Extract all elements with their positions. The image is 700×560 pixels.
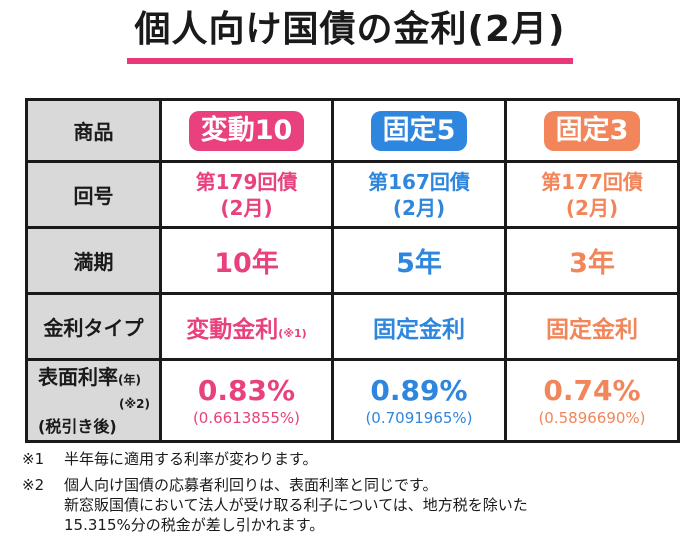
rate-cell-2: 0.89% (0.7091965%)	[331, 358, 507, 443]
footnote-mark-2: ※2	[22, 476, 45, 494]
issue-cell-1: 第179回債 (2月)	[159, 160, 334, 229]
rates-table: 商品 変動10 固定5 固定3 回号 第179回債 (2月) 第167回債 (2月)…	[25, 98, 680, 443]
rate-type-note-1: (※1)	[278, 326, 307, 340]
row-rate: 表面利率(年) (※2) (税引き後) 0.83% (0.6613855%) 0.…	[25, 358, 680, 443]
product-badge-fixed-3: 固定3	[543, 110, 641, 151]
product-badge-variable-10: 変動10	[188, 110, 305, 151]
issue-number-2: 第167回債	[368, 169, 470, 194]
label-maturity: 満期	[25, 226, 162, 295]
issue-cell-3: 第177回債 (2月)	[504, 160, 680, 229]
issue-month-2: (2月)	[392, 195, 446, 220]
product-cell-3: 固定3	[504, 98, 680, 163]
row-rate-type: 金利タイプ 変動金利(※1) 固定金利 固定金利	[25, 292, 680, 361]
footnote-2-line-3: 15.315%分の税金が差し引かれます。	[64, 516, 325, 534]
page-title: 個人向け国債の金利(2月)	[126, 6, 574, 64]
footnotes: ※1 半年毎に適用する利率が変わります。 ※2 個人向け国債の応募者利回りは、表…	[22, 449, 692, 535]
row-maturity: 満期 10年 5年 3年	[25, 226, 680, 295]
issue-number-1: 第179回債	[195, 169, 298, 194]
issue-cell-2: 第167回債 (2月)	[331, 160, 507, 229]
issue-month-3: (2月)	[565, 195, 619, 220]
label-rate-line1: 表面利率	[38, 364, 118, 389]
footnote-mark-1: ※1	[22, 450, 45, 468]
rate-1: 0.83%	[197, 373, 296, 407]
rate-type-3: 固定金利	[504, 292, 680, 361]
rate-after-tax-2: (0.7091965%)	[365, 408, 473, 427]
footnote-2: ※2 個人向け国債の応募者利回りは、表面利率と同じです。 新窓販国債において法人…	[22, 475, 692, 535]
product-cell-1: 変動10	[159, 98, 334, 163]
footnote-text-1: 半年毎に適用する利率が変わります。	[64, 450, 318, 468]
label-rate-note: (※2)	[119, 396, 150, 411]
product-badge-fixed-5: 固定5	[370, 110, 468, 151]
rate-after-tax-3: (0.5896690%)	[538, 408, 646, 427]
rate-3: 0.74%	[543, 373, 641, 407]
label-rate-type: 金利タイプ	[25, 292, 162, 361]
title-wrap: 個人向け国債の金利(2月)	[0, 6, 700, 64]
rate-type-cell-1: 変動金利(※1)	[159, 292, 334, 361]
footnote-text-2: 個人向け国債の応募者利回りは、表面利率と同じです。 新窓販国債において法人が受け…	[64, 475, 692, 535]
maturity-1: 10年	[159, 226, 334, 295]
rate-cell-3: 0.74% (0.5896690%)	[504, 358, 680, 443]
rate-cell-1: 0.83% (0.6613855%)	[159, 358, 334, 443]
rate-type-2: 固定金利	[331, 292, 507, 361]
label-issue: 回号	[25, 160, 162, 229]
footnote-2-line-2: 新窓販国債において法人が受け取る利子については、地方税を除いた	[64, 496, 528, 514]
issue-number-3: 第177回債	[541, 169, 643, 194]
label-rate-line3: (税引き後)	[38, 416, 117, 436]
row-product: 商品 変動10 固定5 固定3	[25, 98, 680, 163]
label-rate-year: (年)	[118, 372, 141, 387]
rate-2: 0.89%	[370, 373, 468, 407]
footnote-1: ※1 半年毎に適用する利率が変わります。	[22, 449, 692, 469]
issue-month-1: (2月)	[220, 195, 273, 220]
row-issue: 回号 第179回債 (2月) 第167回債 (2月) 第177回債 (2月)	[25, 160, 680, 229]
footnote-2-line-1: 個人向け国債の応募者利回りは、表面利率と同じです。	[64, 476, 438, 494]
maturity-2: 5年	[331, 226, 507, 295]
label-rate: 表面利率(年) (※2) (税引き後)	[25, 358, 162, 443]
product-cell-2: 固定5	[331, 98, 507, 163]
label-product: 商品	[25, 98, 162, 163]
rate-after-tax-1: (0.6613855%)	[192, 408, 301, 427]
rate-type-1: 変動金利	[186, 316, 279, 343]
maturity-3: 3年	[504, 226, 680, 295]
